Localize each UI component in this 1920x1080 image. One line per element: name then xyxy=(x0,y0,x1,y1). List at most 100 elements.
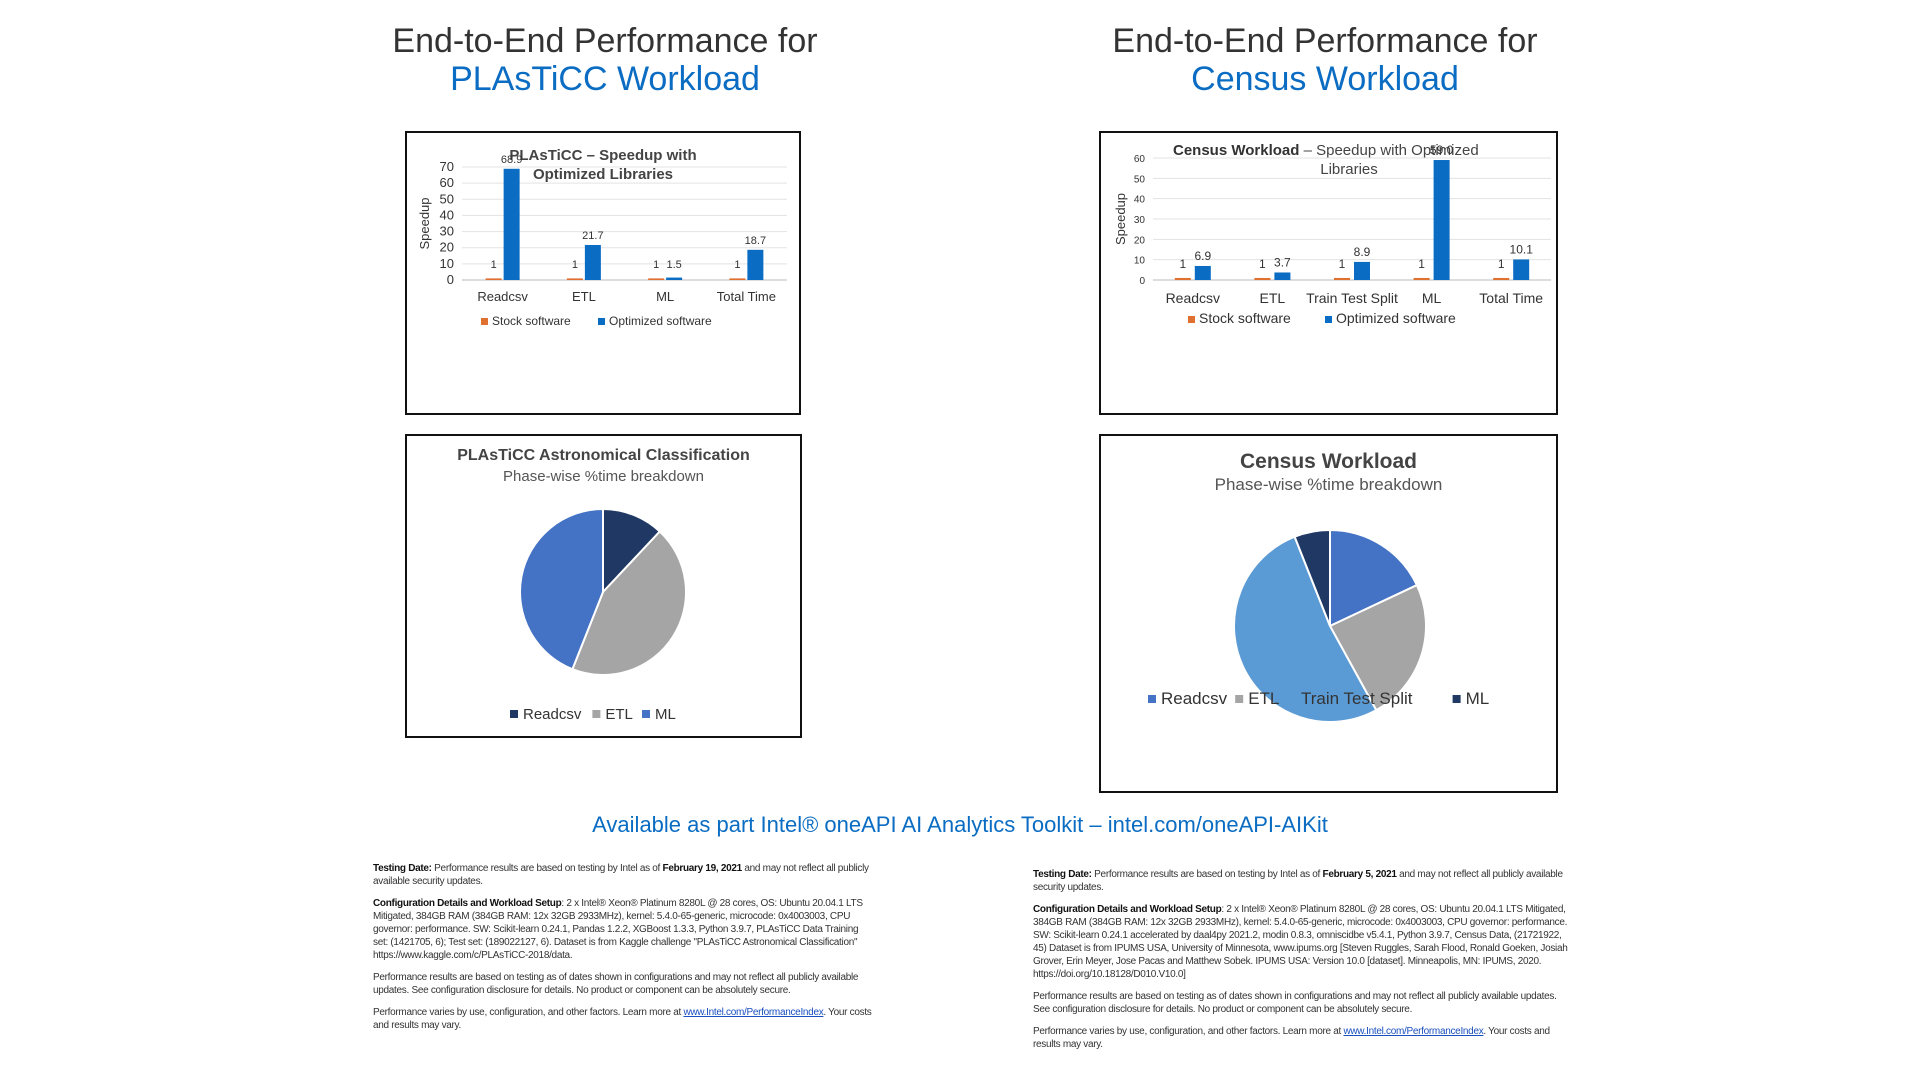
y-tick-label: 0 xyxy=(1139,276,1145,287)
x-tick-label: ETL xyxy=(1260,290,1286,306)
varies-text: Performance varies by use, configuration… xyxy=(373,1007,684,1018)
bar-optimized xyxy=(1194,265,1211,280)
legend-label: Train Test Split xyxy=(1301,689,1413,708)
bar-stock xyxy=(729,278,746,280)
config-paragraph: Configuration Details and Workload Setup… xyxy=(1033,903,1568,981)
testing-date-text: Performance results are based on testing… xyxy=(431,863,663,874)
testing-date-tail: and may not reflect all publicly availab… xyxy=(1033,869,1563,893)
data-label: 1.5 xyxy=(666,259,681,271)
pie-slice-readcsv xyxy=(602,507,662,595)
data-label: 68.9 xyxy=(501,154,522,166)
bar-optimized xyxy=(666,277,683,280)
census-bar-chart: Census Workload – Speedup with Optimized… xyxy=(1113,142,1551,326)
legend-label: ETL xyxy=(1248,689,1279,708)
legend-label: Stock software xyxy=(1199,310,1291,326)
config-label: Configuration Details and Workload Setup xyxy=(373,898,562,909)
plasticc-heading-line2: PLAsTiCC Workload xyxy=(450,60,760,98)
chart-subtitle: Phase-wise %time breakdown xyxy=(503,468,704,485)
varies-tail: . Your costs and results may vary. xyxy=(373,1007,872,1031)
varies-paragraph: Performance varies by use, configuration… xyxy=(1033,1025,1568,1051)
legend-swatch xyxy=(1235,695,1244,703)
bar-optimized xyxy=(1513,259,1530,280)
data-label: 1 xyxy=(653,259,659,271)
data-label: 10.1 xyxy=(1510,242,1534,256)
bar-stock xyxy=(1413,277,1430,280)
testing-date-paragraph: Testing Date: Performance results are ba… xyxy=(373,862,873,888)
perf-paragraph: Performance results are based on testing… xyxy=(1033,991,1557,1015)
legend-swatch xyxy=(1452,695,1461,703)
data-label: 1 xyxy=(1339,257,1346,271)
y-tick-label: 50 xyxy=(1134,174,1146,185)
config-text: : 2 x Intel® Xeon® Platinum 8280L @ 28 c… xyxy=(1033,904,1568,980)
legend-label: Readcsv xyxy=(1161,689,1228,708)
data-label: 1 xyxy=(1418,257,1425,271)
performance-index-link[interactable]: www.Intel.com/PerformanceIndex xyxy=(1343,1026,1484,1037)
y-tick-label: 60 xyxy=(1134,154,1146,165)
data-label: 1 xyxy=(1179,257,1186,271)
varies-text: Performance varies by use, configuration… xyxy=(1033,1026,1344,1037)
pie-slice-readcsv xyxy=(1329,528,1419,628)
varies-tail: . Your costs and results may vary. xyxy=(1033,1026,1550,1050)
chart-title-line2: Libraries xyxy=(1320,161,1378,178)
y-tick-label: 30 xyxy=(1134,215,1146,226)
data-label: 1 xyxy=(572,259,578,271)
varies-paragraph: Performance varies by use, configuration… xyxy=(373,1006,873,1032)
testing-date-label: Testing Date: xyxy=(1033,869,1092,880)
data-label: 3.7 xyxy=(1274,255,1291,269)
x-tick-label: ML xyxy=(1422,290,1442,306)
testing-date-text: Performance results are based on testing… xyxy=(1091,869,1323,880)
legend-swatch xyxy=(481,318,488,325)
census-heading: End-to-End Performance for Census Worklo… xyxy=(975,22,1675,98)
legend-swatch xyxy=(1288,695,1296,703)
data-label: 1 xyxy=(1259,257,1266,271)
testing-date-label: Testing Date: xyxy=(373,863,432,874)
chart-subtitle: Phase-wise %time breakdown xyxy=(1215,475,1443,494)
performance-index-link[interactable]: www.Intel.com/PerformanceIndex xyxy=(683,1007,824,1018)
chart-title: PLAsTiCC – Speedup with xyxy=(509,147,696,164)
plasticc-heading: End-to-End Performance for PLAsTiCC Work… xyxy=(255,22,955,98)
y-tick-label: 20 xyxy=(1134,235,1146,246)
bar-stock xyxy=(566,278,583,280)
bar-optimized xyxy=(747,249,764,280)
bar-optimized xyxy=(1274,272,1291,280)
legend-label: ML xyxy=(1466,689,1490,708)
legend-swatch xyxy=(1148,695,1156,703)
legend-swatch xyxy=(1188,316,1195,323)
bar-stock xyxy=(1334,277,1350,280)
chart-title: Census Workload – Speedup with Optimized xyxy=(1173,142,1479,159)
census-heading-line2: Census Workload xyxy=(1191,60,1459,98)
chart-title: Optimized Libraries xyxy=(533,166,673,183)
plasticc-bar-chart-panel: PLAsTiCC – Speedup with Optimized Librari… xyxy=(405,131,801,415)
config-text: : 2 x Intel® Xeon® Platinum 8280L @ 28 c… xyxy=(373,898,863,961)
toolkit-availability-link[interactable]: Available as part Intel® oneAPI AI Analy… xyxy=(592,812,1328,837)
census-bar-chart-panel: Census Workload – Speedup with Optimized… xyxy=(1099,131,1558,415)
legend-swatch xyxy=(642,710,650,718)
plasticc-heading-line1: End-to-End Performance for xyxy=(392,22,818,60)
bar-optimized xyxy=(584,244,601,280)
legend-label: Optimized software xyxy=(609,314,712,328)
pie-slice-train-test-split xyxy=(1233,535,1378,723)
y-tick-label: 70 xyxy=(440,159,454,174)
legend-label: Optimized software xyxy=(1336,310,1456,326)
x-tick-label: Readcsv xyxy=(477,289,528,304)
plasticc-pie-chart: PLAsTiCC Astronomical Classification Phas… xyxy=(457,447,750,723)
testing-date-value: February 5, 2021 xyxy=(1322,869,1397,880)
pie-slice-ml xyxy=(1293,528,1331,627)
y-tick-label: 20 xyxy=(440,240,454,255)
pie-slice-etl xyxy=(1328,583,1427,712)
legend-swatch xyxy=(598,318,605,325)
chart-title: Census Workload xyxy=(1240,450,1417,473)
testing-date-value: February 19, 2021 xyxy=(662,863,743,874)
bar-stock xyxy=(1493,277,1510,280)
census-pie-chart-panel: Census Workload Phase-wise %time breakdow… xyxy=(1099,434,1558,793)
data-label: 18.7 xyxy=(745,235,766,247)
x-tick-label: Readcsv xyxy=(1166,290,1220,306)
pie-slice-etl xyxy=(571,530,687,676)
data-label: 1 xyxy=(1498,257,1505,271)
plasticc-bar-chart: PLAsTiCC – Speedup with Optimized Librari… xyxy=(417,147,787,328)
config-label: Configuration Details and Workload Setup xyxy=(1033,904,1222,915)
x-tick-label: Train Test Split xyxy=(1306,290,1398,306)
data-label: 1 xyxy=(491,259,497,271)
x-tick-label: ML xyxy=(656,289,674,304)
data-label: 21.7 xyxy=(582,230,603,242)
